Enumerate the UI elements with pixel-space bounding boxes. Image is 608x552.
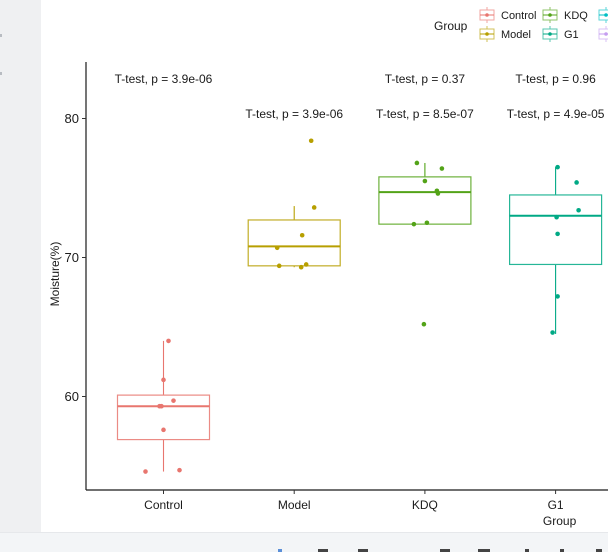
axes: 60 70 80 Control Model KDQ G1 Group Moisture(%)	[48, 62, 608, 528]
x-tick-label: Control	[144, 498, 183, 512]
data-point-model	[308, 138, 314, 144]
data-point-kdq	[414, 160, 420, 166]
data-point-model	[274, 245, 280, 251]
left-side-panel	[0, 0, 41, 532]
ttest-annotation: T-test, p = 3.9e-06	[245, 107, 343, 121]
legend-entry: Model	[479, 26, 531, 42]
panel-grip-mark	[0, 34, 2, 37]
annotations-layer: T-test, p = 3.9e-06 T-test, p = 3.9e-06 T-…	[115, 72, 605, 121]
data-point-control	[177, 467, 182, 473]
data-point-control	[171, 398, 176, 403]
y-tick-label: 80	[65, 111, 79, 126]
ttest-annotation: T-test, p = 0.37	[385, 72, 466, 86]
box-g1	[509, 167, 603, 334]
data-point-kdq	[422, 178, 428, 184]
data-point-g1	[555, 164, 560, 170]
ttest-annotation: T-test, p = 0.96	[515, 72, 596, 86]
data-point-g1	[555, 294, 560, 299]
data-point-control	[159, 403, 164, 409]
data-point-model	[276, 263, 282, 269]
ttest-annotation: T-test, p = 3.9e-06	[115, 72, 213, 86]
legend-key-point	[604, 32, 608, 36]
x-tick-label: KDQ	[412, 498, 438, 512]
legend-entry	[598, 26, 608, 42]
data-point-kdq	[424, 220, 430, 226]
x-axis-title: Group	[543, 514, 577, 528]
data-point-kdq	[439, 166, 445, 171]
panel-grip-mark	[0, 72, 2, 75]
data-point-control	[143, 469, 148, 474]
legend-entry: Control	[479, 7, 536, 23]
legend-label: Model	[501, 29, 531, 41]
data-point-kdq	[411, 221, 417, 227]
box-kdq	[378, 162, 472, 225]
y-tick-label: 70	[65, 250, 79, 265]
legend-label: KDQ	[564, 10, 588, 22]
legend-label: Control	[501, 10, 536, 22]
y-axis-title: Moisture(%)	[48, 242, 62, 307]
data-point-g1	[550, 330, 555, 335]
ttest-annotation: T-test, p = 8.5e-07	[376, 107, 474, 121]
x-tick-label: Model	[278, 498, 311, 512]
box-model	[247, 206, 341, 268]
boxes-layer	[116, 162, 603, 472]
box-iqr	[116, 394, 211, 441]
legend-key-point	[485, 13, 489, 17]
data-point-kdq	[435, 191, 441, 196]
y-tick-label: 60	[65, 389, 79, 404]
bottom-toolbar	[0, 532, 608, 552]
points-layer	[143, 138, 581, 474]
box-iqr	[378, 176, 472, 225]
legend-key-point	[485, 32, 489, 36]
data-point-g1	[576, 207, 581, 213]
legend-key-point	[604, 13, 608, 17]
legend-key-point	[548, 32, 552, 36]
legend-entry: G1	[542, 26, 579, 42]
data-point-control	[166, 338, 171, 344]
data-point-model	[299, 232, 305, 238]
legend-entry: KDQ	[542, 7, 588, 23]
data-point-model	[311, 205, 317, 210]
legend-key-point	[548, 13, 552, 17]
data-point-model	[298, 264, 304, 270]
data-point-kdq	[421, 321, 427, 327]
data-point-control	[161, 377, 166, 383]
data-point-g1	[554, 214, 559, 220]
box-iqr	[509, 194, 603, 266]
data-point-model	[303, 262, 309, 267]
data-point-g1	[574, 180, 579, 185]
legend: Group Control Model KDQ G1	[434, 7, 608, 42]
x-tick-label: G1	[548, 498, 564, 512]
legend-entry	[598, 7, 608, 23]
data-point-g1	[555, 231, 560, 237]
box-iqr	[247, 219, 341, 267]
legend-title: Group	[434, 19, 468, 33]
data-point-control	[161, 427, 166, 433]
ttest-annotation: T-test, p = 4.9e-05	[507, 107, 605, 121]
legend-label: G1	[564, 29, 579, 41]
